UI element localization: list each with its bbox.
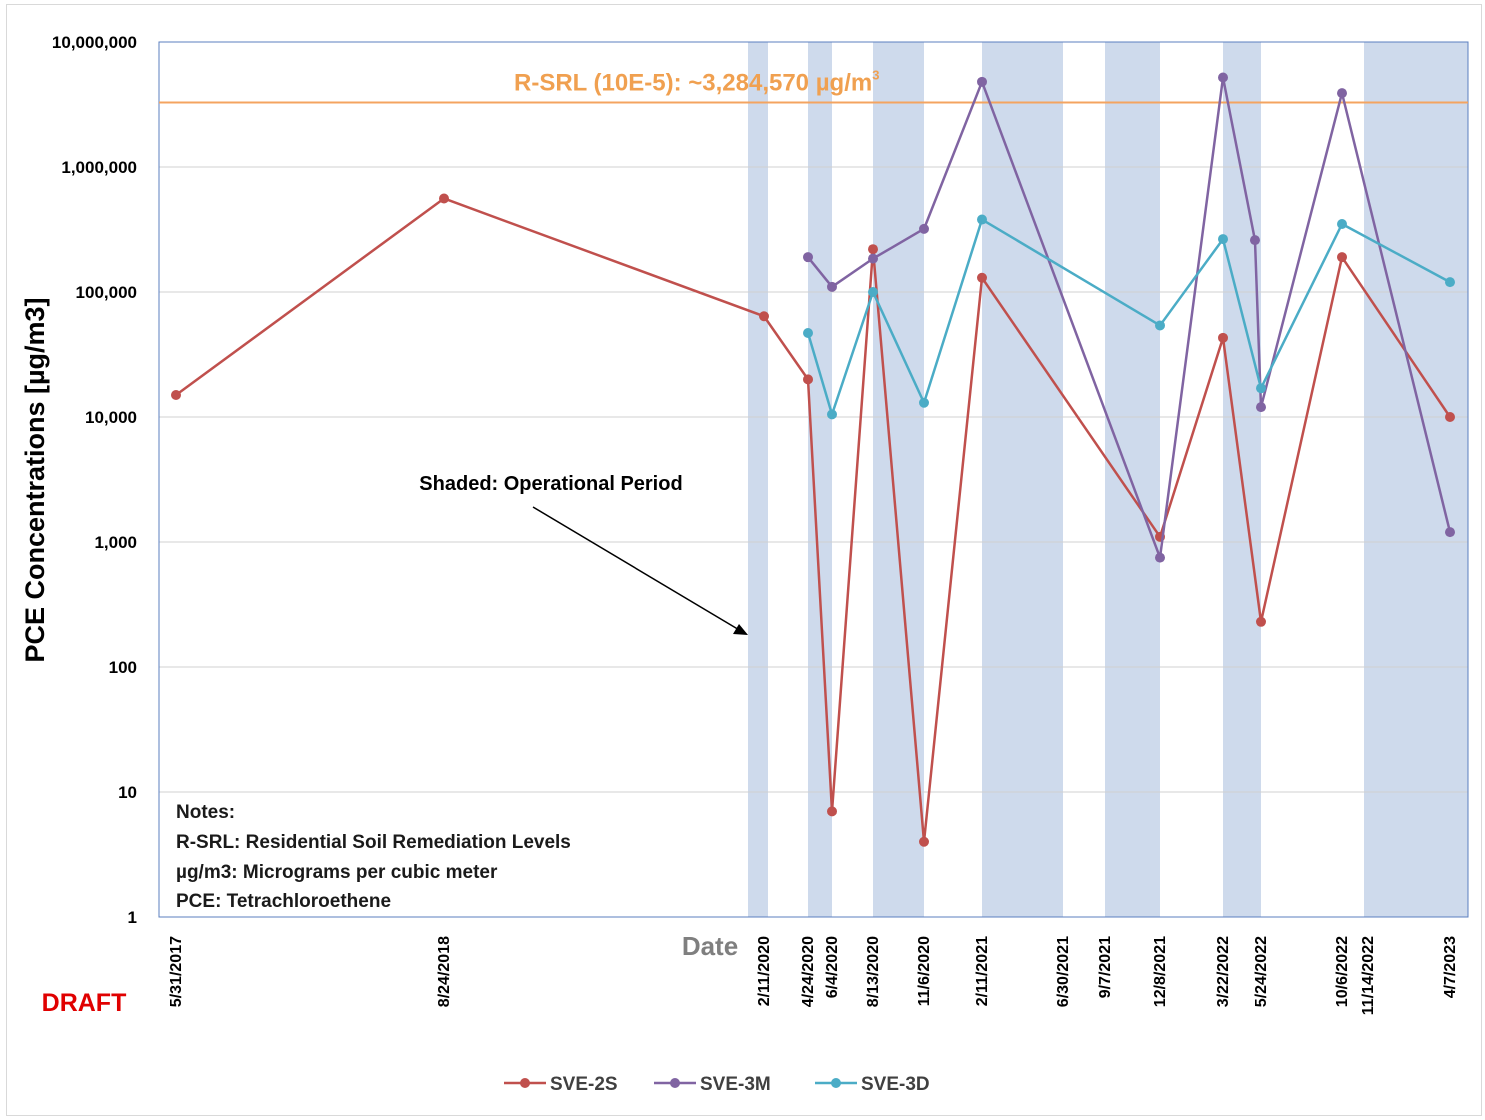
data-point-sve-2s [803,374,813,385]
legend: SVE-2S SVE-3M SVE-3D [504,1074,930,1095]
data-point-sve-3d [803,327,813,338]
data-point-sve-2s [439,193,449,204]
shaded-band [982,42,1063,917]
data-point-sve-2s [868,244,878,255]
data-point-sve-2s [759,311,769,322]
x-tick-label: 6/4/2020 [824,936,841,998]
data-point-sve-3d [977,214,987,225]
data-point-sve-3m [1445,527,1455,538]
x-tick-label: 2/11/2021 [974,936,991,1006]
legend-label: SVE-3M [700,1074,771,1095]
x-axis-ticks: 5/31/2017 8/24/2018 2/11/2020 4/24/2020 6/4/… [168,936,1459,1015]
shaded-band [808,42,832,917]
data-point-sve-3m [803,252,813,263]
data-point-sve-3d [1445,277,1455,288]
gridlines [159,166,1468,793]
data-point-sve-2s [977,272,987,283]
data-point-sve-3d [1155,320,1165,331]
notes-box: Notes: R-SRL: Residential Soil Remediati… [176,802,571,912]
x-tick-label: 12/8/2021 [1152,936,1169,1007]
x-tick-label: 3/22/2022 [1215,936,1232,1007]
data-point-sve-2s [827,806,837,817]
series-layer [171,72,1455,847]
data-point-sve-3m [1218,72,1228,83]
legend-label: SVE-3D [861,1074,930,1095]
notes-heading: Notes: [176,802,235,823]
reference-line-label-sup: 3 [872,67,879,82]
data-point-sve-3d [1337,218,1347,229]
data-point-sve-3m [977,76,987,87]
x-tick-label: 5/31/2017 [168,936,185,1007]
data-point-sve-3m [827,281,837,292]
draft-watermark: DRAFT [42,989,127,1017]
data-point-sve-2s [1218,332,1228,343]
y-tick-label: 100,000 [76,283,137,302]
shaded-band [873,42,924,917]
data-point-sve-2s [919,836,929,847]
data-point-sve-3d [868,287,878,297]
notes-line-rsrl: R-SRL: Residential Soil Remediation Leve… [176,832,571,853]
legend-marker [520,1078,530,1088]
data-point-sve-3d [1218,234,1228,245]
y-tick-label: 1,000,000 [61,158,137,177]
data-point-sve-3m [1337,88,1347,99]
x-tick-label: 2/11/2020 [756,936,773,1006]
y-tick-label: 10 [118,783,137,802]
data-point-sve-3m [919,223,929,234]
x-tick-label: 8/13/2020 [865,936,882,1007]
x-axis-label: Date [682,931,738,961]
legend-label: SVE-2S [550,1074,618,1095]
data-point-sve-3d [919,397,929,408]
legend-marker [670,1078,680,1088]
data-point-sve-2s [1337,252,1347,263]
y-tick-label: 1 [128,908,137,927]
legend-marker [831,1078,841,1088]
y-axis-label: PCE Concentrations [µg/m3] [20,297,50,662]
y-tick-label: 10,000,000 [52,33,137,52]
y-axis-ticks: 1 10 100 1,000 10,000 100,000 1,000,000 10,000,… [52,33,137,927]
x-tick-label: 6/30/2021 [1055,936,1072,1007]
data-point-sve-3m [1155,552,1165,563]
x-tick-label: 4/7/2023 [1442,936,1459,998]
x-tick-label: 10/6/2022 [1334,936,1351,1007]
data-point-sve-3d [1256,383,1266,394]
data-point-sve-2s [1256,616,1266,627]
data-point-sve-2s [171,389,181,400]
x-tick-label: 4/24/2020 [800,936,817,1007]
reference-line-label-text: R-SRL (10E-5): ~3,284,570 µg/m [514,69,872,96]
reference-line-label: R-SRL (10E-5): ~3,284,570 µg/m3 [514,67,879,96]
data-point-sve-2s [1445,412,1455,422]
notes-line-pce: PCE: Tetrachloroethene [176,891,391,912]
x-tick-label: 9/7/2021 [1097,936,1114,998]
shaded-band [1105,42,1160,917]
data-point-sve-3d [827,409,837,420]
y-tick-label: 1,000 [94,533,137,552]
y-tick-label: 100 [109,658,137,677]
data-point-sve-3m [1249,235,1260,246]
data-point-sve-3m [1256,402,1266,413]
plot-area-border [158,41,1469,918]
notes-line-units: µg/m3: Micrograms per cubic meter [176,862,498,883]
x-tick-label: 11/6/2020 [916,936,933,1006]
annotation-arrowhead [733,624,748,635]
y-tick-label: 10,000 [85,408,137,427]
shaded-band [1364,42,1468,917]
shaded-band [748,42,768,917]
series-line-sve-3d [806,218,1451,416]
annotation-text: Shaded: Operational Period [419,473,682,495]
chart-frame [6,4,1482,1116]
x-tick-label: 11/14/2022 [1360,936,1377,1015]
x-tick-label: 5/24/2022 [1253,936,1270,1007]
x-tick-label: 8/24/2018 [436,936,453,1007]
annotation-arrow [532,506,747,635]
data-point-sve-3m [868,253,878,264]
